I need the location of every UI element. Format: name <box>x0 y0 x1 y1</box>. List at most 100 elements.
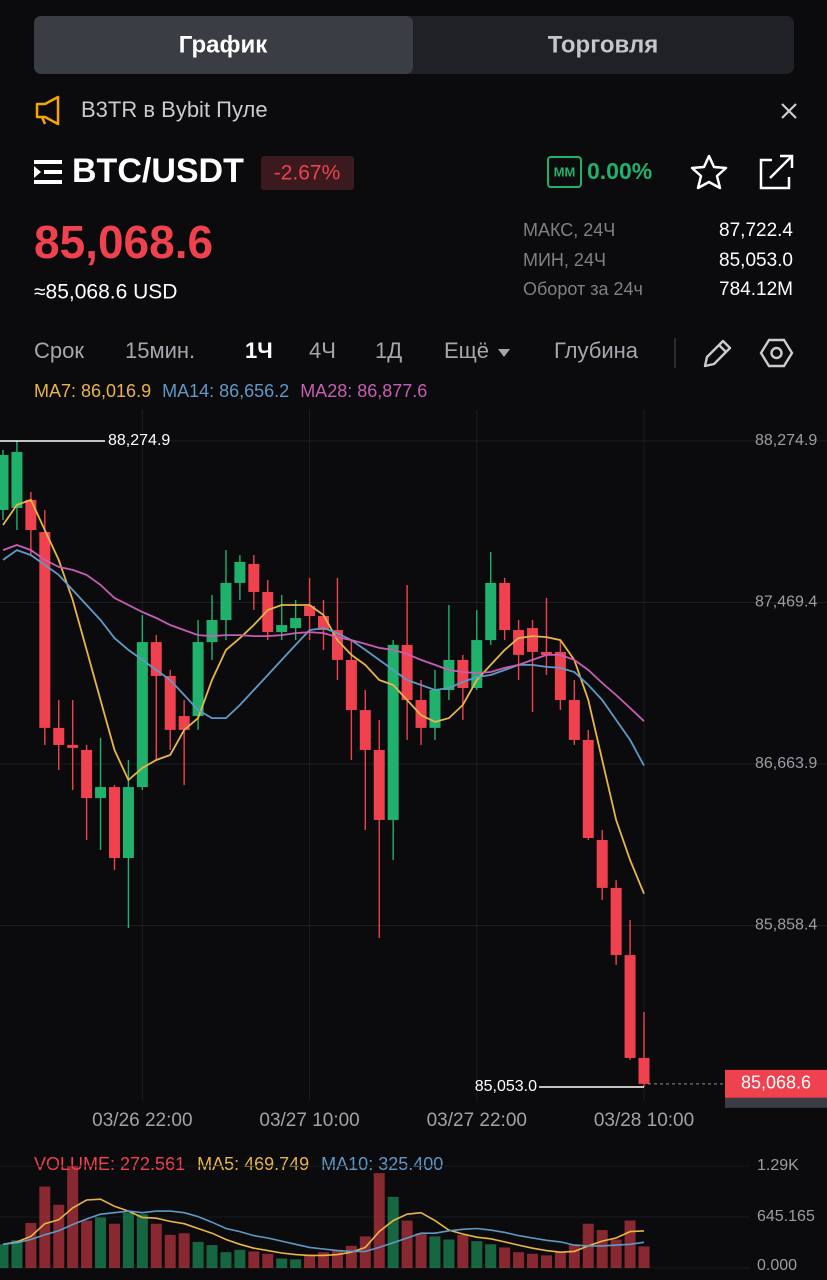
interval[interactable]: Срок <box>34 338 84 363</box>
interval-active[interactable]: 1Ч <box>245 338 273 363</box>
volume-bar <box>443 1239 455 1268</box>
pair[interactable]: BTC/USDT <box>72 152 244 190</box>
candle-body <box>457 659 469 688</box>
candle-body <box>443 659 455 691</box>
depth-tab[interactable]: Глубина <box>554 338 639 363</box>
interval[interactable]: 4Ч <box>309 338 336 363</box>
candle-body <box>164 675 176 730</box>
volume-bar <box>178 1233 190 1268</box>
tab[interactable]: График <box>179 31 268 58</box>
candle-body <box>220 582 232 621</box>
volume-bar <box>373 1173 385 1268</box>
candle-body <box>568 700 580 740</box>
volume-bar <box>527 1253 539 1268</box>
star-icon[interactable] <box>690 154 728 190</box>
candle-body <box>290 618 302 629</box>
countdown-badge <box>725 1097 827 1108</box>
settings-icon[interactable] <box>759 338 794 368</box>
volume-legend-entry: MA5: 469.749 <box>197 1154 309 1174</box>
x-tick-label: 03/27 10:00 <box>259 1110 359 1131</box>
y-tick-label: 87,469.4 <box>755 594 817 611</box>
volume-bar <box>596 1230 608 1268</box>
interval[interactable]: Ещё <box>444 338 489 363</box>
volume-bar <box>387 1196 399 1268</box>
plot: MA7: 86,016.9 MA14: 86,656.2 MA28: 86,877.… <box>0 381 827 1274</box>
volume-bar <box>513 1252 525 1268</box>
candle-body <box>262 591 274 633</box>
volume-bar <box>11 1240 23 1268</box>
banner-text[interactable]: B3TR в Bybit Пуле <box>81 97 268 122</box>
interval[interactable]: 1Д <box>375 338 402 363</box>
candle-body <box>582 739 594 838</box>
candle-body <box>248 563 260 592</box>
volume-bar <box>345 1245 357 1268</box>
y-tick-label: 85,858.4 <box>755 917 817 934</box>
candle-body <box>108 787 120 859</box>
volume-bar <box>610 1239 622 1268</box>
volume-bar <box>81 1220 93 1268</box>
change: -2.67% <box>274 162 341 185</box>
tab-active[interactable] <box>34 16 413 74</box>
stat-label: МИН, 24Ч <box>523 250 606 270</box>
stat-value: 87,722.4 <box>719 220 793 241</box>
volume-bar <box>150 1223 162 1268</box>
megaphone-icon <box>35 95 60 126</box>
pencil-icon[interactable] <box>703 339 732 368</box>
candle-body <box>499 582 511 631</box>
candle-body <box>39 532 51 728</box>
volume-bar <box>220 1252 232 1268</box>
volume-bar <box>290 1259 302 1268</box>
min-marker-label: 85,053.0 <box>475 1078 537 1095</box>
candle-body <box>178 716 190 730</box>
volume-bar <box>401 1220 413 1268</box>
ma-legend-entry: MA7: 86,016.9 <box>34 381 151 401</box>
ma-legend-entry: MA28: 86,877.6 <box>300 381 427 401</box>
volume-ma-line <box>2 1198 645 1257</box>
candle-body <box>25 499 37 531</box>
stat-value: 784.12M <box>719 279 793 300</box>
ma-line <box>2 544 645 722</box>
candle-body <box>638 1057 650 1084</box>
volume-bar <box>415 1233 427 1268</box>
volume-tick-label: 0.000 <box>757 1257 797 1274</box>
interval[interactable]: 15мин. <box>125 338 195 363</box>
volume-bar <box>485 1244 497 1268</box>
candle-body <box>624 955 636 1058</box>
volume-bar <box>568 1244 580 1268</box>
candle-body <box>610 887 622 956</box>
volume-bar <box>192 1241 204 1268</box>
mm-badge-text: MM <box>554 164 576 179</box>
candle-body <box>122 787 134 859</box>
stat-value: 85,053.0 <box>719 250 793 271</box>
menu-icon[interactable] <box>34 160 62 184</box>
candle-body <box>318 616 329 631</box>
volume-bar <box>67 1166 79 1268</box>
volume-bar <box>0 1244 9 1268</box>
volume-bar <box>206 1245 218 1268</box>
volume-bar <box>262 1253 274 1268</box>
candle-body <box>95 787 107 799</box>
volume-bar <box>122 1212 134 1268</box>
candle-body <box>513 630 525 655</box>
candle-body <box>331 630 343 660</box>
share-icon[interactable] <box>759 154 794 190</box>
candle-body <box>387 644 399 820</box>
candle-body <box>429 690 441 728</box>
volume-bar <box>429 1236 441 1268</box>
volume-bar <box>234 1249 246 1268</box>
candle-body <box>596 839 608 888</box>
price: 85,068.6 <box>34 216 213 268</box>
ma-legend-entry: MA14: 86,656.2 <box>162 381 289 401</box>
candle-body <box>304 605 316 617</box>
candle-body <box>0 455 9 510</box>
x-tick-label: 03/28 10:00 <box>594 1110 694 1131</box>
volume-bar <box>95 1217 107 1268</box>
volume-bar <box>53 1204 65 1268</box>
stat-label: Оборот за 24ч <box>523 279 643 299</box>
volume-bar <box>39 1186 51 1268</box>
y-tick-label: 88,274.9 <box>755 432 817 449</box>
close-icon[interactable] <box>781 103 797 119</box>
tab[interactable]: Торговля <box>548 31 659 58</box>
